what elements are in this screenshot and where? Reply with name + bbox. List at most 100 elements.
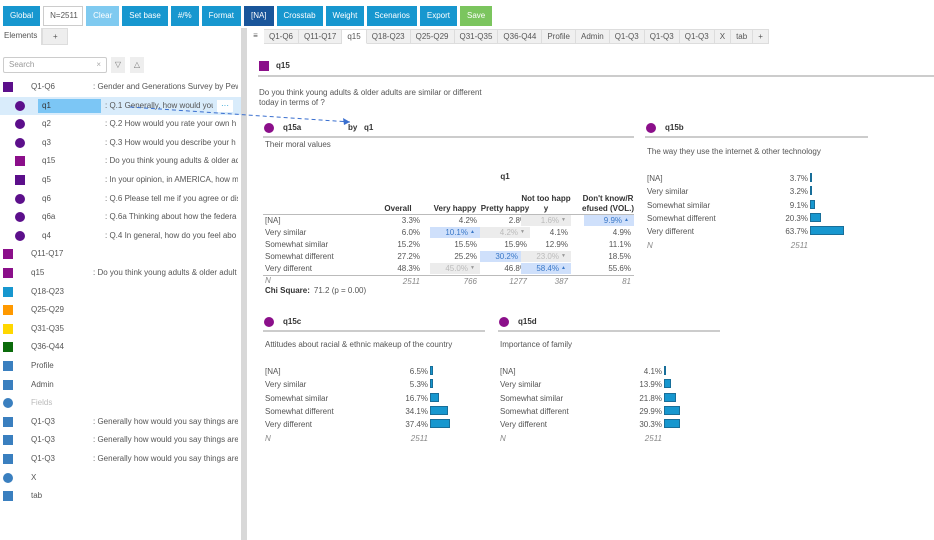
table-cell: 2.8% <box>508 216 527 225</box>
clear-button[interactable]: Clear <box>86 6 120 26</box>
q15c-title: q15c <box>283 317 302 326</box>
bar <box>810 226 844 236</box>
weight-button[interactable]: Weight <box>325 6 365 26</box>
tree-item[interactable]: Q25-Q29 <box>0 301 241 319</box>
na-toggle-button[interactable]: [NA] <box>243 6 274 26</box>
tree-item[interactable]: q3: Q.3 How would you describe your h <box>0 134 241 152</box>
row-value: 63.7% <box>785 227 808 237</box>
expand-all-button[interactable]: ▽ <box>111 57 125 73</box>
tree-item[interactable]: Q1-Q6: Gender and Generations Survey by … <box>0 78 241 96</box>
tab-+[interactable]: + <box>753 29 769 44</box>
count-percent-button[interactable]: #/% <box>170 6 199 26</box>
tab-q25-q29[interactable]: Q25-Q29 <box>410 29 455 44</box>
q15d-subtitle: Importance of family <box>500 340 573 349</box>
more-options-button[interactable]: ··· <box>217 99 233 112</box>
format-button[interactable]: Format <box>201 6 241 26</box>
row-value: 3.2% <box>789 187 808 197</box>
table-cell: 25.2% <box>454 252 477 261</box>
tree-item[interactable]: Q18-Q23 <box>0 283 241 301</box>
column-header: Not too happy <box>521 194 571 213</box>
tab-tab[interactable]: tab <box>731 29 754 44</box>
clear-search-icon[interactable]: × <box>96 60 101 69</box>
tab-q31-q35[interactable]: Q31-Q35 <box>454 29 499 44</box>
tree-item-name: Admin <box>31 379 54 389</box>
tree-item[interactable]: Q31-Q35 <box>0 320 241 338</box>
table-cell: 58.4% <box>521 263 571 274</box>
tab-q1-q3[interactable]: Q1-Q3 <box>609 29 645 44</box>
bar <box>664 419 681 429</box>
q15b-title: q15b <box>665 123 684 132</box>
tree-item[interactable]: q15: Do you think young adults & older a… <box>0 264 241 282</box>
tree-item[interactable]: Admin <box>0 376 241 394</box>
scenarios-button[interactable]: Scenarios <box>367 6 417 26</box>
tab-profile[interactable]: Profile <box>542 29 576 44</box>
menu-icon[interactable]: ≡ <box>247 29 264 44</box>
tree-item[interactable]: Q1-Q3: Generally how would you say thing… <box>0 413 241 431</box>
tree-item[interactable]: Q11-Q17 <box>0 245 241 263</box>
search-input[interactable]: Search × <box>3 57 107 73</box>
tree-item[interactable]: X <box>0 469 241 487</box>
q15a-subtitle: Their moral values <box>265 140 331 149</box>
panel-splitter[interactable] <box>241 28 247 540</box>
set-base-button[interactable]: Set base <box>122 6 168 26</box>
tree-item-name: Q1-Q3 <box>31 454 56 463</box>
table-cell: 15.2% <box>397 240 420 249</box>
tree-item[interactable]: tab <box>0 487 241 505</box>
tab-q11-q17[interactable]: Q11-Q17 <box>299 29 343 44</box>
significant-up-icon: ▲ <box>561 265 566 271</box>
table-cell: 27.2% <box>397 252 420 261</box>
tab-q1-q3[interactable]: Q1-Q3 <box>679 29 715 44</box>
tree-item[interactable]: Q36-Q44 <box>0 338 241 356</box>
circle-icon <box>15 100 25 111</box>
column-header: Pretty happy <box>480 204 530 213</box>
table-cell: 4.1% <box>549 228 568 237</box>
row-value: 37.4% <box>405 420 428 430</box>
n-value: 81 <box>622 277 631 286</box>
square-icon <box>3 361 13 371</box>
circle-icon <box>15 137 25 148</box>
tree-item-description: : Q.6a Thinking about how the federa <box>105 212 237 222</box>
table-cell: 11.1% <box>608 240 631 249</box>
tree-item[interactable]: Q1-Q3: Generally how would you say thing… <box>0 431 241 449</box>
tab-q18-q23[interactable]: Q18-Q23 <box>366 29 411 44</box>
collapse-all-button[interactable]: △ <box>130 57 144 73</box>
significant-down-icon: ▼ <box>470 265 475 271</box>
tab-q36-q44[interactable]: Q36-Q44 <box>498 29 543 44</box>
q15-square-icon <box>259 61 269 71</box>
row-value: 34.1% <box>405 406 428 416</box>
global-button[interactable]: Global <box>3 6 41 26</box>
tab-q1-q3[interactable]: Q1-Q3 <box>644 29 680 44</box>
chi-square-value: 71.2 (p = 0.00) <box>313 286 367 295</box>
tree-item[interactable]: Fields <box>0 394 241 412</box>
significant-down-icon: ▼ <box>520 229 525 235</box>
tree-item[interactable]: q2: Q.2 How would you rate your own h <box>0 115 241 133</box>
q15a-title: q15a <box>283 123 302 132</box>
table-cell: 48.3% <box>397 264 420 273</box>
tree-item-name: q1 <box>38 98 101 113</box>
tab-q1-q6[interactable]: Q1-Q6 <box>264 29 300 44</box>
tree-item[interactable]: q6a : Q.6a Thinking about how the federa <box>0 208 241 226</box>
sample-size-field[interactable]: N=2511 <box>43 6 84 26</box>
tree-item-name: Q1-Q3 <box>31 435 56 445</box>
save-button[interactable]: Save <box>460 6 493 26</box>
tree-item[interactable]: q15: Do you think young adults & older a… <box>0 152 241 170</box>
square-icon <box>3 249 13 260</box>
tree-item[interactable]: q6: Q.6 Please tell me if you agree or d… <box>0 190 241 208</box>
significant-up-icon: ▲ <box>470 229 475 235</box>
add-tab-button[interactable]: + <box>42 28 69 45</box>
tree-item[interactable]: q5: In your opinion, in AMERICA, how m <box>0 171 241 189</box>
tree-item-name: X <box>31 472 37 482</box>
tree-item[interactable]: q4: Q.4 In general, how do you feel abo <box>0 227 241 245</box>
tab-admin[interactable]: Admin <box>576 29 610 44</box>
section-tabs: ≡ Q1-Q6 Q11-Q17 q15 Q18-Q23 Q25-Q29 Q31-Q35 Q36… <box>247 29 769 44</box>
tree-item[interactable]: Profile <box>0 357 241 375</box>
tab-q15[interactable]: q15 <box>342 29 367 44</box>
tab-elements[interactable]: Elements <box>0 28 43 45</box>
export-button[interactable]: Export <box>419 6 458 26</box>
square-icon <box>3 82 13 92</box>
crosstab-button[interactable]: Crosstab <box>276 6 323 26</box>
tab-x[interactable]: X <box>714 29 732 44</box>
search-placeholder: Search <box>9 60 35 69</box>
tree-item-name: q6a <box>42 212 56 222</box>
tree-item[interactable]: Q1-Q3: Generally how would you say thing… <box>0 450 241 468</box>
